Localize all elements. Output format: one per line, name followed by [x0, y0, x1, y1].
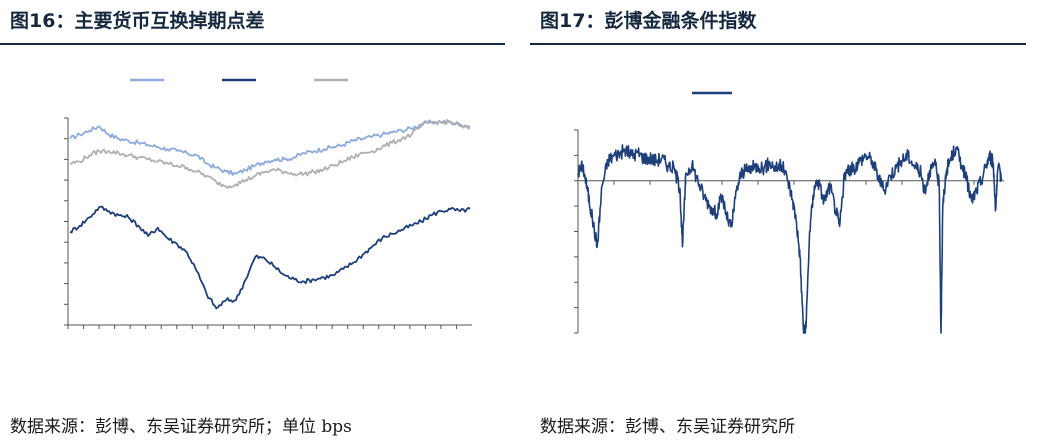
series-line-0 — [69, 119, 471, 176]
figure-17-title: 图17：彭博金融条件指数 — [540, 10, 757, 32]
series-line-0 — [577, 144, 1003, 334]
figure-17-title-rule — [530, 43, 1026, 45]
figure-17-source: 数据来源：彭博、东吴证券研究所 — [540, 417, 795, 437]
series-line-1 — [69, 205, 471, 310]
panel-figure-16: 图16：主要货币互换掉期点差 数据来源：彭博、东吴证券研究所；单位 bps — [0, 0, 505, 445]
figure-16-chart — [64, 78, 472, 329]
series-line-2 — [69, 119, 471, 189]
figure-16-title: 图16：主要货币互换掉期点差 — [10, 10, 265, 32]
figure-16-source: 数据来源：彭博、东吴证券研究所；单位 bps — [10, 417, 352, 437]
figure-16-title-rule — [0, 43, 505, 45]
panel-figure-17: 图17：彭博金融条件指数 数据来源：彭博、东吴证券研究所 — [530, 0, 1044, 445]
figure-17-chart — [574, 91, 1004, 334]
